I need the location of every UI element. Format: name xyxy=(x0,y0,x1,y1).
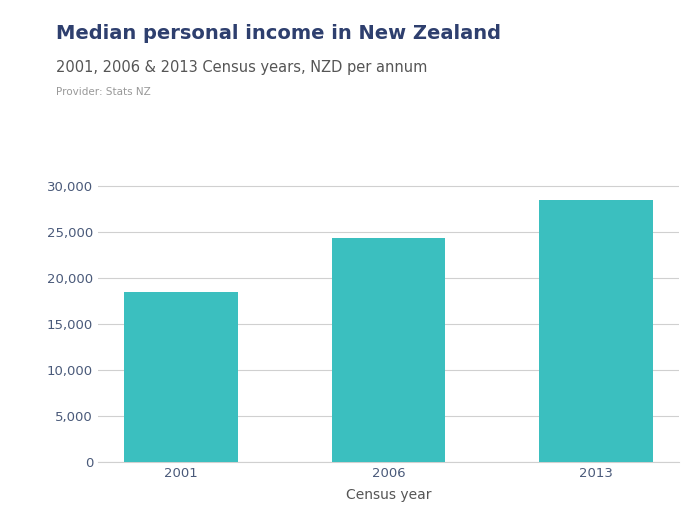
Bar xyxy=(539,200,652,462)
Text: Provider: Stats NZ: Provider: Stats NZ xyxy=(56,87,150,97)
Text: figure.nz: figure.nz xyxy=(564,19,648,37)
X-axis label: Census year: Census year xyxy=(346,488,431,502)
Text: 2001, 2006 & 2013 Census years, NZD per annum: 2001, 2006 & 2013 Census years, NZD per … xyxy=(56,60,428,76)
Bar xyxy=(125,292,238,462)
Text: Median personal income in New Zealand: Median personal income in New Zealand xyxy=(56,24,501,43)
Bar xyxy=(332,238,445,462)
